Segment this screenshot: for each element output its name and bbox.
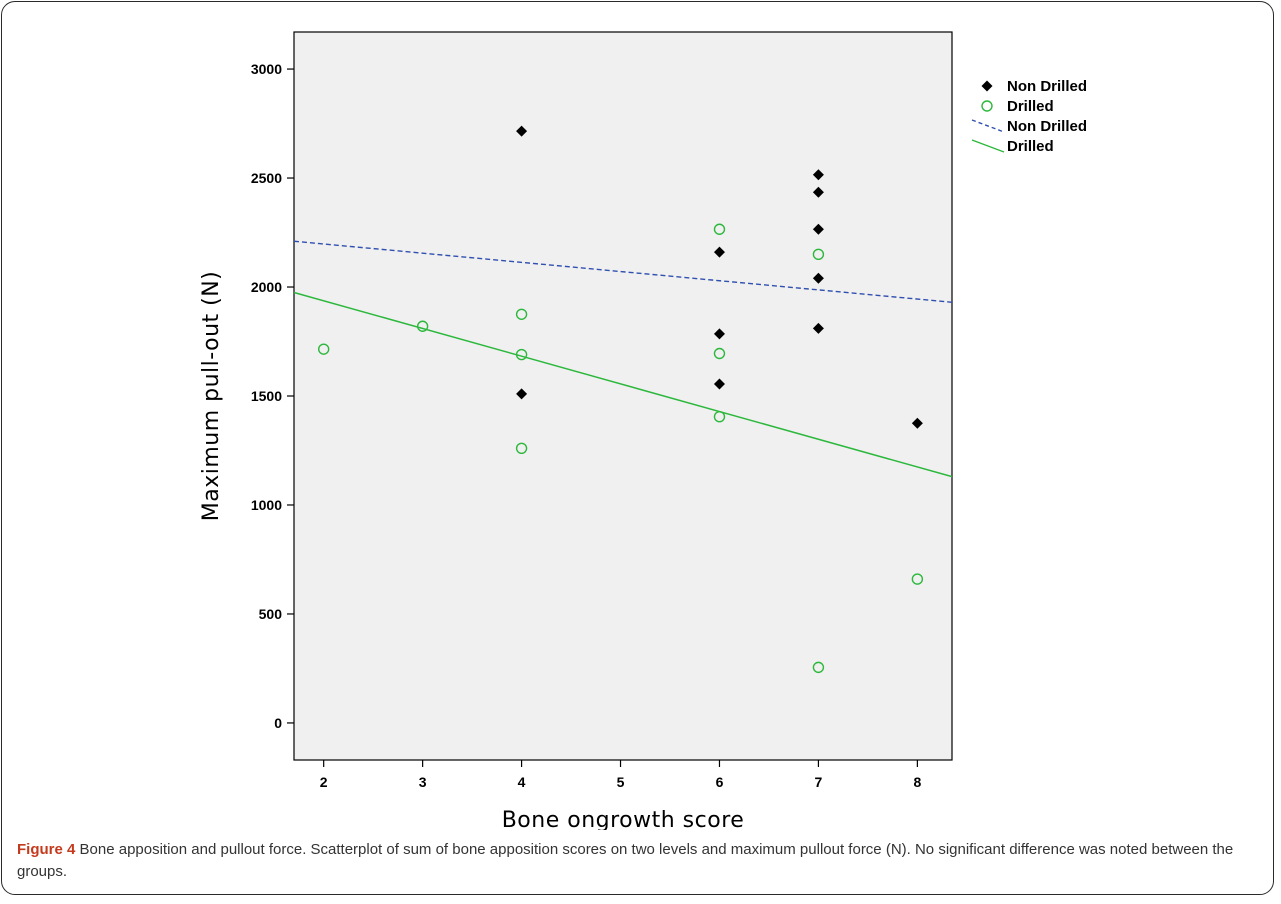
marker-non-drilled [713,246,725,258]
y-tick-label: 0 [274,715,282,731]
marker-drilled [416,320,429,332]
marker-non-drilled [812,169,824,181]
legend-label-fit-non-drilled: Non Drilled [1007,118,1087,135]
caption-label: Figure 4 [17,841,76,858]
marker-non-drilled [713,378,725,390]
marker-drilled [515,348,528,361]
y-tick-label: 3000 [251,61,282,77]
plot-area [293,31,953,761]
y-axis: 0 500 1000 1500 2000 2500 3000 [251,61,294,731]
marker-drilled [713,347,726,360]
x-axis-title: Bone ongrowth score [502,808,745,830]
marker-non-drilled [812,272,824,284]
y-tick-label: 1500 [251,388,282,404]
legend-line-drilled [971,139,1005,153]
marker-non-drilled [812,186,824,198]
marker-non-drilled [812,223,824,235]
legend-label-non-drilled: Non Drilled [1007,78,1087,95]
marker-drilled [911,573,924,585]
figure-caption: Figure 4 Bone apposition and pullout for… [17,839,1262,883]
marker-drilled [713,411,726,423]
x-tick-label: 4 [518,774,526,790]
x-tick-label: 6 [716,774,724,790]
legend-label-drilled: Drilled [1007,98,1054,115]
x-tick-label: 8 [913,774,921,790]
y-tick-label: 500 [259,606,283,622]
fit-line-drilled [293,291,953,478]
marker-drilled [812,661,825,674]
legend-marker-non-drilled [981,80,993,92]
scatter-chart: 2 3 4 5 6 7 8 0 500 1000 1500 2000 2500 3000 Bone on… [199,31,1087,830]
x-tick-label: 3 [419,774,427,790]
marker-drilled [515,442,528,455]
fit-line-non-drilled [293,240,953,303]
marker-drilled [317,343,330,355]
x-tick-label: 7 [815,774,823,790]
marker-drilled [812,248,825,261]
fit-lines [293,240,953,478]
y-axis-title: Maximum pull-out (N) [199,271,224,522]
marker-non-drilled [812,322,824,334]
x-tick-label: 2 [320,774,328,790]
marker-non-drilled [516,388,528,400]
legend: Non Drilled Drilled Non Drilled Drilled [971,78,1087,155]
y-tick-label: 2500 [251,170,282,186]
marker-drilled [713,223,726,235]
marker-drilled [515,308,528,320]
y-tick-label: 1000 [251,497,282,513]
x-axis: 2 3 4 5 6 7 8 [320,760,921,790]
marker-non-drilled [911,417,923,429]
data-markers [317,125,924,674]
legend-line-non-drilled [971,119,1005,133]
caption-text: Bone apposition and pullout force. Scatt… [17,841,1234,880]
legend-label-fit-drilled: Drilled [1007,138,1054,155]
x-tick-label: 5 [617,774,625,790]
y-tick-label: 2000 [251,279,282,295]
marker-non-drilled [516,125,528,137]
legend-marker-drilled [981,100,993,112]
marker-non-drilled [713,328,725,340]
